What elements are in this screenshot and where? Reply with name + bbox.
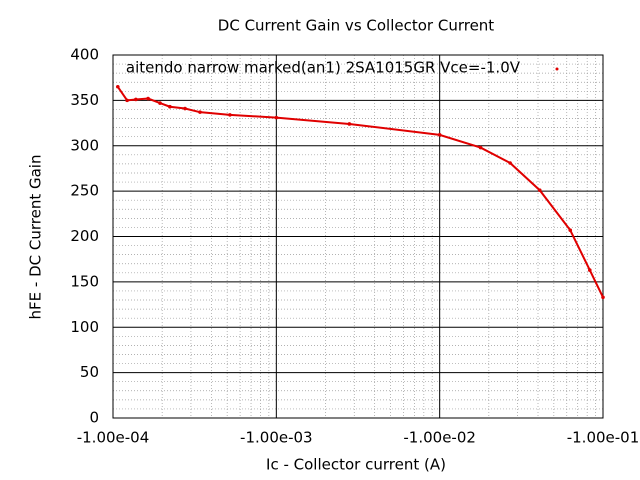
y-tick-label: 300 <box>70 136 99 154</box>
y-tick-label: 50 <box>80 363 99 381</box>
data-point <box>158 101 162 105</box>
data-point <box>437 133 442 137</box>
plot-frame <box>112 54 604 419</box>
y-tick-label: 400 <box>70 46 99 64</box>
x-tick-label: -1.00e-04 <box>77 429 150 447</box>
data-point <box>183 106 187 111</box>
y-tick-label: 350 <box>70 91 99 109</box>
chart-title: DC Current Gain vs Collector Current <box>218 17 495 35</box>
data-point <box>601 295 605 300</box>
data-point <box>568 228 573 232</box>
data-point <box>146 96 150 101</box>
legend-marker <box>555 67 559 71</box>
series-line <box>116 86 604 298</box>
data-point <box>537 188 542 193</box>
x-tick-label: -1.00e-01 <box>567 429 640 447</box>
data-point <box>508 161 512 165</box>
x-axis-label: Ic - Collector current (A) <box>266 456 446 474</box>
data-point <box>228 113 232 117</box>
data-point <box>168 104 172 109</box>
data-point <box>478 145 483 150</box>
data-point <box>587 268 592 272</box>
data-point <box>198 110 202 114</box>
data-point <box>115 84 120 89</box>
legend-label: aitendo narrow marked(an1) 2SA1015GR Vce… <box>126 59 521 77</box>
x-tick-label: -1.00e-02 <box>403 429 476 447</box>
data-point <box>134 97 138 102</box>
y-tick-label: 200 <box>70 227 99 245</box>
y-tick-label: 150 <box>70 272 99 290</box>
data-point <box>125 98 129 103</box>
y-tick-label: 250 <box>70 182 99 200</box>
y-tick-label: 0 <box>89 409 99 427</box>
data-point <box>347 122 352 126</box>
y-axis-label: hFE - DC Current Gain <box>27 155 45 320</box>
x-tick-label: -1.00e-03 <box>240 429 313 447</box>
y-tick-label: 100 <box>70 318 99 336</box>
data-point <box>274 115 279 120</box>
